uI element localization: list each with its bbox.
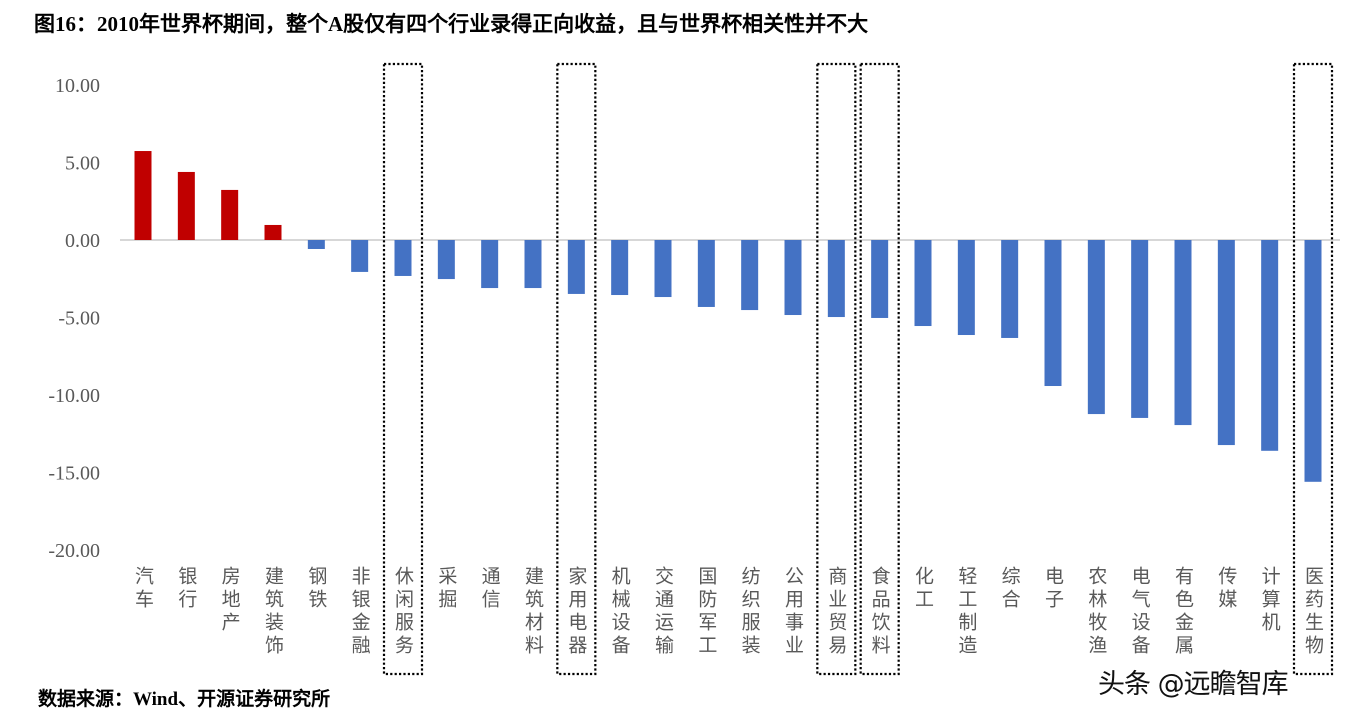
- x-tick-label: 休闲服务: [392, 566, 414, 658]
- bar: [784, 240, 802, 316]
- bar: [307, 240, 325, 249]
- bar: [741, 240, 759, 311]
- x-tick-label: 建筑材料: [522, 566, 544, 658]
- y-tick-label: -5.00: [58, 308, 100, 330]
- data-source: 数据来源：Wind、开源证券研究所: [38, 689, 331, 710]
- highlight-box: [859, 62, 900, 676]
- bar: [221, 189, 239, 240]
- y-tick-label: -15.00: [48, 463, 100, 485]
- y-tick-label: 10.00: [55, 75, 100, 97]
- bar: [351, 240, 369, 272]
- x-tick-label: 公用事业: [782, 566, 804, 658]
- x-tick-label: 食品饮料: [869, 566, 891, 658]
- x-tick-label: 纺织服装: [739, 566, 761, 658]
- bar: [1087, 240, 1105, 415]
- x-tick-label: 电子: [1042, 566, 1064, 612]
- bar: [654, 240, 672, 298]
- bar: [1261, 240, 1279, 451]
- watermark: 头条 @远瞻智库: [1098, 669, 1289, 700]
- bar: [1217, 240, 1235, 446]
- bar: [524, 240, 542, 289]
- x-tick-label: 汽车: [132, 566, 154, 612]
- x-tick-label: 有色金属: [1172, 566, 1194, 658]
- x-tick-label: 农林牧渔: [1085, 566, 1107, 658]
- bar: [177, 171, 195, 240]
- x-tick-label: 非银金融: [349, 566, 371, 658]
- y-tick-label: 5.00: [65, 153, 100, 175]
- bar: [1304, 240, 1322, 482]
- highlight-box: [382, 62, 424, 676]
- x-tick-label: 采掘: [435, 566, 457, 612]
- highlight-box: [1292, 62, 1334, 676]
- x-tick-label: 通信: [479, 566, 501, 612]
- y-tick-label: -20.00: [48, 540, 100, 562]
- x-tick-label: 综合: [999, 566, 1021, 612]
- bar: [1001, 240, 1019, 338]
- x-tick-label: 传媒: [1215, 566, 1237, 612]
- bar: [264, 224, 282, 240]
- x-tick-label: 房地产: [219, 566, 241, 635]
- bar: [827, 240, 845, 318]
- chart-title: 图16：2010年世界杯期间，整个A股仅有四个行业录得正向收益，且与世界杯相关性…: [34, 12, 869, 36]
- bar: [1044, 240, 1062, 387]
- x-tick-label: 化工: [912, 566, 934, 612]
- bar: [957, 240, 975, 336]
- bar: [567, 240, 585, 294]
- bar: [871, 240, 889, 318]
- bar: [481, 240, 499, 289]
- x-tick-label: 电气设备: [1129, 566, 1151, 658]
- x-tick-label: 机械设备: [609, 566, 631, 658]
- bar: [437, 240, 455, 280]
- x-tick-label: 交通运输: [652, 566, 674, 658]
- x-tick-label: 轻工制造: [955, 566, 977, 658]
- x-tick-label: 国防军工: [695, 566, 717, 658]
- x-tick-label: 医药生物: [1302, 566, 1324, 658]
- x-tick-label: 钢铁: [305, 566, 327, 612]
- y-tick-label: -10.00: [48, 385, 100, 407]
- bar: [697, 240, 715, 307]
- bar: [1174, 240, 1192, 426]
- highlight-box: [816, 62, 857, 676]
- bar: [394, 240, 412, 276]
- highlight-box: [556, 62, 597, 676]
- bar: [611, 240, 629, 296]
- x-tick-label: 家用电器: [565, 566, 587, 658]
- bar: [134, 151, 152, 240]
- y-tick-label: 0.00: [65, 230, 100, 252]
- bar: [914, 240, 932, 327]
- x-tick-label: 计算机: [1259, 566, 1281, 635]
- x-tick-label: 建筑装饰: [262, 566, 284, 658]
- x-tick-label: 银行: [175, 566, 197, 612]
- bar: [1131, 240, 1149, 418]
- x-tick-label: 商业贸易: [825, 566, 847, 658]
